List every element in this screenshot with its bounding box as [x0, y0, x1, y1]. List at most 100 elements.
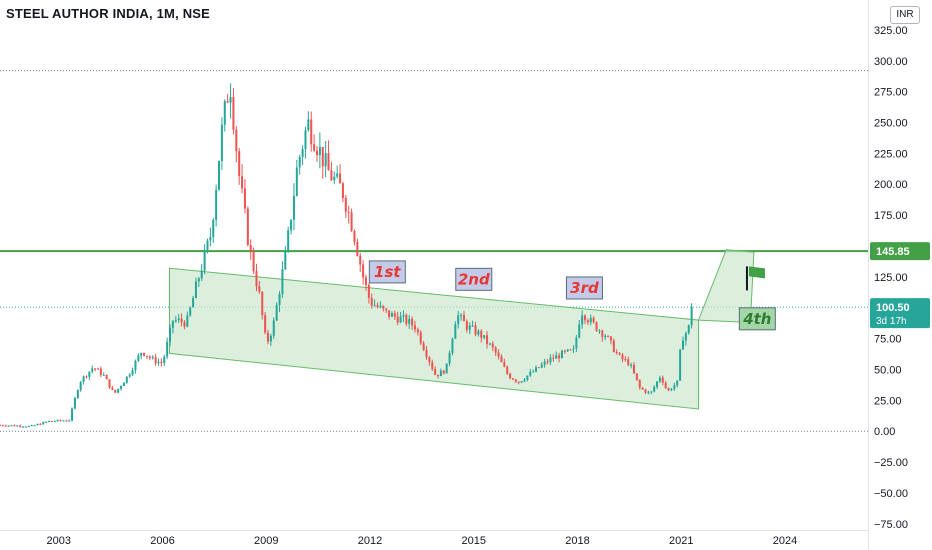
candle-body: [586, 320, 589, 323]
candle-body: [661, 377, 664, 383]
candle-body: [621, 354, 624, 360]
candles-layer: [0, 83, 693, 428]
candle-body: [448, 352, 451, 364]
candle-body: [330, 170, 333, 181]
candle-body: [324, 153, 327, 167]
candle-body: [624, 359, 627, 361]
candle-body: [486, 335, 489, 344]
candle-body: [238, 151, 241, 177]
candle-body: [174, 320, 177, 322]
candle-body: [166, 341, 169, 357]
annotation-label-4: 4th: [742, 310, 771, 328]
candle-body: [618, 352, 621, 355]
candle-body: [411, 318, 414, 326]
candle-body: [667, 388, 670, 391]
candle-body: [148, 356, 151, 359]
candle-body: [183, 322, 186, 327]
candle-body: [494, 347, 497, 353]
currency-button[interactable]: INR: [890, 6, 920, 24]
candle-body: [71, 408, 74, 421]
candle-body: [134, 360, 137, 371]
candle-body: [552, 357, 555, 359]
chart-title: STEEL AUTHOR INDIA, 1M, NSE: [6, 6, 211, 21]
candle-body: [549, 357, 552, 363]
annotation-box-4: [738, 307, 776, 331]
candle-body: [480, 330, 483, 338]
candle-body: [189, 307, 192, 316]
candle-body: [131, 370, 134, 375]
candle-body: [595, 322, 598, 331]
candle-body: [272, 320, 275, 336]
y-tick-label: −75.00: [874, 519, 908, 531]
candle-body: [598, 330, 601, 332]
candle-body: [223, 101, 226, 125]
candle-body: [575, 337, 578, 349]
candle-body: [4, 425, 7, 427]
candle-body: [431, 362, 434, 369]
candle-body: [143, 352, 146, 356]
candle-body: [555, 355, 558, 359]
y-tick-label: 50.00: [874, 364, 902, 376]
candle-body: [517, 381, 520, 383]
candle-body: [1, 425, 4, 427]
candle-body: [218, 160, 221, 190]
candle-body: [200, 270, 203, 279]
candle-body: [140, 352, 143, 356]
candle-body: [471, 325, 474, 327]
candle-body: [56, 419, 59, 422]
annotations-layer: 1st 2nd 3rd 4th: [368, 260, 776, 331]
candle-body: [82, 376, 85, 382]
candle-body: [261, 291, 264, 316]
candle-body: [416, 329, 419, 333]
candle-body: [364, 277, 367, 285]
projected-breakout-box: [697, 249, 755, 324]
resistance-price-badge: [870, 242, 930, 261]
candle-body: [350, 212, 353, 232]
candle-body: [535, 367, 538, 372]
y-tick-label: 125.00: [874, 272, 908, 284]
candle-body: [243, 188, 246, 209]
current-price-badge: [870, 298, 930, 329]
candle-body: [653, 386, 656, 392]
candle-body: [344, 197, 347, 212]
candle-body: [442, 370, 445, 374]
candle-body: [301, 149, 304, 158]
candle-body: [630, 364, 633, 366]
candle-body: [681, 340, 684, 350]
candle-body: [19, 425, 22, 427]
flag-icon: [748, 266, 765, 279]
candle-body: [428, 357, 431, 363]
candle-body: [679, 349, 682, 381]
candle-body: [249, 244, 252, 251]
candle-body: [62, 420, 65, 422]
candle-body: [318, 147, 321, 156]
resistance-price-label: 145.85: [876, 246, 910, 258]
candle-body: [13, 425, 16, 427]
candle-body: [68, 420, 71, 422]
candle-body: [451, 338, 454, 353]
candle-body: [370, 297, 373, 306]
candle-body: [589, 317, 592, 323]
candle-body: [520, 381, 523, 383]
candle-body: [399, 316, 402, 323]
candle-body: [27, 425, 30, 427]
candle-body: [307, 119, 310, 131]
y-tick-label: 325.00: [874, 25, 908, 37]
candle-body: [615, 351, 618, 353]
candle-body: [313, 144, 316, 151]
candle-body: [180, 318, 183, 323]
candle-body: [509, 373, 512, 379]
y-tick-label: 0.00: [874, 426, 895, 438]
candle-body: [85, 376, 88, 378]
candle-body: [439, 370, 442, 377]
candle-body: [30, 425, 33, 427]
candle-body: [454, 324, 457, 339]
candle-body: [581, 315, 584, 325]
candle-body: [269, 335, 272, 342]
candle-body: [569, 349, 572, 351]
candle-body: [157, 361, 160, 364]
candle-body: [488, 343, 491, 345]
candle-body: [347, 211, 350, 213]
candle-body: [362, 264, 365, 278]
